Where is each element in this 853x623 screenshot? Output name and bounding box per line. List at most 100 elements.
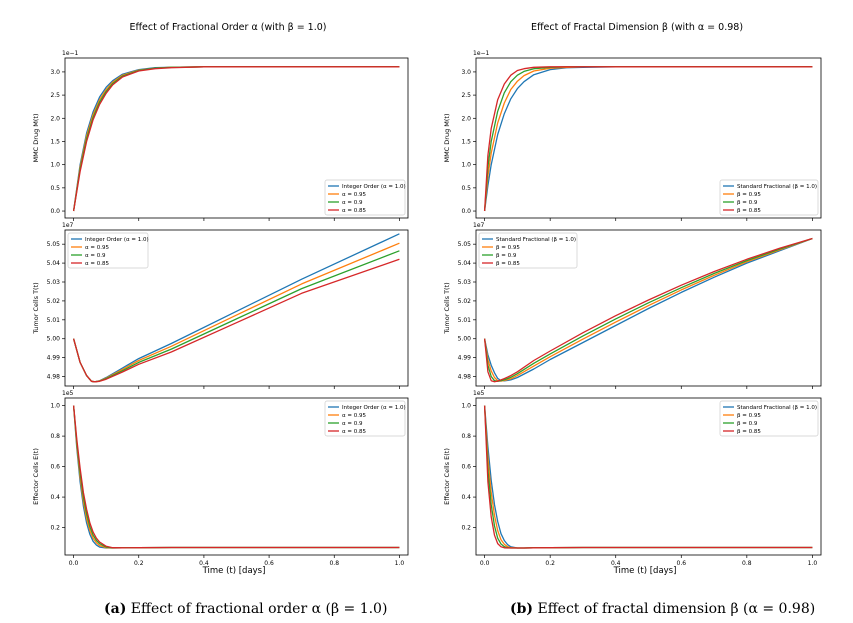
y-tick-label: 5.02 [458, 298, 472, 305]
panel-a-title: Effect of Fractional Order α (with β = 1… [130, 22, 327, 33]
y-tick-label: 5.03 [47, 279, 61, 286]
axis-exponent: 1e7 [473, 222, 485, 229]
series-line-3 [483, 66, 813, 212]
y-tick-label: 0.4 [461, 494, 471, 501]
y-tick-label: 2.0 [461, 115, 471, 122]
series-line-2 [483, 237, 813, 382]
chart-1-0: 0.0 0.5 1.0 1.5 2.0 2.5 3.0 1e−1 MMC Drug M(t) St… [443, 50, 822, 221]
caption-b: (b) Effect of fractal dimension β (α = 0… [510, 601, 815, 617]
legend: Integer Order (α = 1.0) α = 0.95 α = 0.9 α … [324, 400, 406, 437]
x-tick-label: 0.4 [611, 560, 621, 567]
y-tick-label: 5.01 [458, 317, 472, 324]
legend-label: β = 0.85 [496, 261, 520, 267]
y-axis-label: Effector Cells E(t) [32, 448, 40, 505]
legend-label: α = 0.9 [85, 253, 106, 259]
caption-a-text: Effect of fractional order α (β = 1.0) [130, 601, 388, 617]
caption-a: (a) Effect of fractional order α (β = 1.… [104, 601, 387, 617]
legend-box [324, 179, 406, 216]
axis-exponent: 1e−1 [62, 50, 79, 57]
legend-label: α = 0.95 [342, 413, 366, 419]
y-tick-label: 5.04 [47, 260, 61, 267]
axes-frame [64, 397, 409, 556]
legend-label: β = 0.9 [496, 253, 517, 259]
axis-exponent: 1e5 [62, 390, 74, 397]
y-tick-label: 5.02 [47, 298, 61, 305]
legend-box [719, 400, 819, 437]
legend-label: Standard Fractional (β = 1.0) [737, 405, 817, 411]
legend: Standard Fractional (β = 1.0) β = 0.95 β =… [719, 179, 819, 216]
legend-label: Integer Order (α = 1.0) [85, 237, 149, 243]
y-tick-label: 4.98 [458, 374, 472, 381]
y-axis-label: MMC Drug M(t) [443, 113, 451, 162]
series-line-1 [483, 237, 813, 382]
y-tick-label: 1.5 [461, 138, 471, 145]
y-tick-label: 0.4 [50, 494, 60, 501]
y-tick-label: 0.6 [50, 464, 60, 471]
axis-exponent: 1e5 [473, 390, 485, 397]
y-tick-label: 5.04 [458, 260, 472, 267]
panel-b-xlabel: Time (t) [days] [613, 566, 677, 576]
y-tick-label: 3.0 [461, 69, 471, 76]
axes-frame [475, 229, 822, 387]
y-tick-label: 0.8 [461, 433, 471, 440]
caption-a-prefix: (a) [104, 601, 127, 617]
y-tick-label: 0.5 [461, 185, 471, 192]
y-tick-label: 0.8 [50, 433, 60, 440]
legend-label: Standard Fractional (β = 1.0) [737, 184, 817, 190]
x-tick-label: 0.8 [742, 560, 752, 567]
legend-label: β = 0.9 [737, 421, 758, 427]
x-tick-label: 0.2 [134, 560, 144, 567]
chart-1-1: 4.98 4.99 5.00 5.01 5.02 5.03 5.04 5.05 1e7 Tumor… [443, 222, 822, 389]
legend-label: α = 0.9 [342, 200, 363, 206]
legend: Integer Order (α = 1.0) α = 0.95 α = 0.9 α … [67, 232, 149, 269]
legend-label: Standard Fractional (β = 1.0) [496, 237, 576, 243]
legend-label: α = 0.85 [85, 261, 109, 267]
y-tick-label: 1.0 [50, 403, 60, 410]
x-tick-label: 0.6 [677, 560, 687, 567]
x-tick-label: 1.0 [395, 560, 405, 567]
y-tick-label: 5.00 [458, 336, 472, 343]
legend-label: β = 0.95 [737, 192, 761, 198]
chart-0-0: 0.0 0.5 1.0 1.5 2.0 2.5 3.0 1e−1 MMC Drug M(t) In… [32, 50, 409, 221]
axes-frame [64, 229, 409, 387]
y-tick-label: 2.5 [50, 92, 60, 99]
y-tick-label: 5.05 [47, 241, 61, 248]
series-line-3 [72, 405, 400, 549]
axes-frame [475, 397, 822, 556]
chart-0-1: 4.98 4.99 5.00 5.01 5.02 5.03 5.04 5.05 1e7 Tumor… [32, 222, 409, 389]
chart-0-2: 0.0 0.2 0.4 0.6 0.8 1.00.20.40.60.81.01e5Effe… [32, 390, 409, 567]
x-tick-label: 0.2 [545, 560, 555, 567]
series-line-3 [483, 237, 813, 383]
axis-exponent: 1e7 [62, 222, 74, 229]
figure: Effect of Fractional Order α (with β = 1… [32, 22, 822, 576]
x-tick-label: 0.0 [69, 560, 79, 567]
x-tick-label: 0.4 [199, 560, 209, 567]
x-tick-label: 0.6 [264, 560, 274, 567]
panel-b-title: Effect of Fractal Dimension β (with α = … [531, 22, 743, 33]
y-tick-label: 1.0 [50, 162, 60, 169]
y-tick-label: 0.0 [461, 208, 471, 215]
y-axis-label: Effector Cells E(t) [443, 448, 451, 505]
panel-a-xlabel: Time (t) [days] [202, 566, 266, 576]
axes-frame [64, 57, 409, 219]
y-tick-label: 4.98 [47, 374, 61, 381]
legend: Standard Fractional (β = 1.0) β = 0.95 β =… [719, 400, 819, 437]
legend-label: α = 0.95 [342, 192, 366, 198]
y-tick-label: 0.6 [461, 464, 471, 471]
y-axis-label: MMC Drug M(t) [32, 113, 40, 162]
legend-label: β = 0.85 [737, 429, 761, 435]
y-tick-label: 0.2 [461, 525, 471, 532]
y-tick-label: 1.5 [50, 138, 60, 145]
legend-label: α = 0.95 [85, 245, 109, 251]
y-tick-label: 5.01 [47, 317, 61, 324]
x-tick-label: 0.0 [480, 560, 490, 567]
series-line-0 [483, 237, 813, 382]
series-line-3 [72, 66, 400, 212]
x-tick-label: 0.8 [329, 560, 339, 567]
caption-b-text: Effect of fractal dimension β (α = 0.98) [537, 601, 816, 617]
y-tick-label: 3.0 [50, 69, 60, 76]
y-tick-label: 0.2 [50, 525, 60, 532]
legend-label: α = 0.9 [342, 421, 363, 427]
legend-label: β = 0.95 [737, 413, 761, 419]
y-tick-label: 4.99 [47, 355, 61, 362]
